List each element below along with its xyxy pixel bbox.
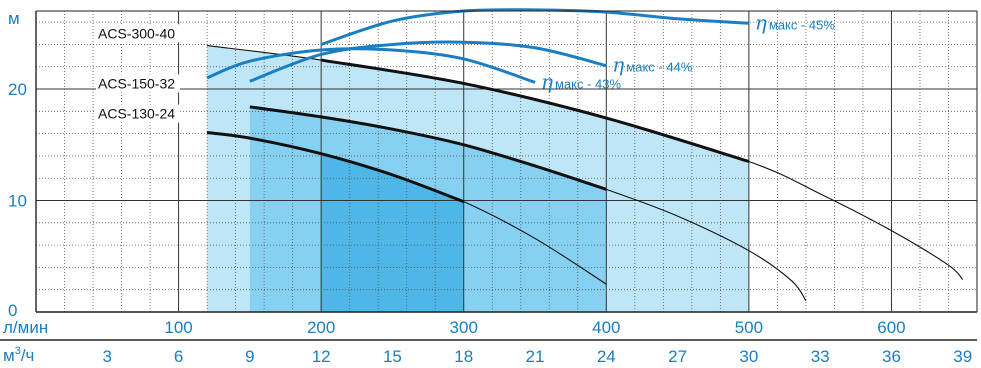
x2-tick-label: 24 xyxy=(597,347,616,366)
series-labels: ACS-300-40 ACS-150-32 ACS-130-24 xyxy=(96,24,180,123)
zone-2 xyxy=(321,153,464,312)
x-tick-label: 200 xyxy=(307,318,335,337)
curve-bold-ACS-130-24 xyxy=(206,131,465,204)
x-tick-label: 300 xyxy=(450,318,478,337)
x-tick-label: 500 xyxy=(735,318,763,337)
x2-tick-label: 39 xyxy=(953,347,972,366)
series-label-bg xyxy=(96,24,180,43)
x2-tick-label: 33 xyxy=(811,347,830,366)
x2-tick-label: 9 xyxy=(245,347,254,366)
curve-bold-ACS-150-32 xyxy=(249,105,607,191)
efficiency-label-ACS-150-32: η макс - 44% xyxy=(612,53,692,77)
efficiency-ACS-150-32 xyxy=(249,40,607,83)
x2-tick-label: 27 xyxy=(668,347,687,366)
x-tick-label: 600 xyxy=(877,318,905,337)
series-label: ACS-300-40 xyxy=(98,25,175,41)
x2-tick-label: 6 xyxy=(174,347,183,366)
y-tick-label: 20 xyxy=(8,80,27,99)
leader-ACS-150-32 xyxy=(50,83,100,91)
x-tick-label: 100 xyxy=(164,318,192,337)
x-axis-label-flow: л/мин xyxy=(3,318,48,337)
x2-tick-label: 3 xyxy=(103,347,112,366)
x2-tick-label: 21 xyxy=(526,347,545,366)
y-tick-label: 0 xyxy=(8,301,17,320)
y-tick-label: 10 xyxy=(8,192,27,211)
leader-ACS-300-40 xyxy=(50,33,100,37)
grid xyxy=(36,11,977,312)
efficiency-curves: η макс - 45% η макс - 44%η макс - 43% xyxy=(206,8,835,93)
series-label: ACS-130-24 xyxy=(98,106,175,122)
x2-tick-label: 12 xyxy=(312,347,331,366)
efficiency-ACS-300-40 xyxy=(320,8,749,46)
axes-frame xyxy=(0,10,978,341)
x2-tick-label: 18 xyxy=(454,347,473,366)
leader-ACS-130-24 xyxy=(50,114,100,121)
series-label-bg xyxy=(96,74,180,93)
efficiency-ACS-130-24 xyxy=(206,47,536,84)
y-axis-label: м xyxy=(8,9,20,28)
series-label: ACS-150-32 xyxy=(98,75,175,91)
curve-bold-ACS-300-40 xyxy=(320,58,750,163)
pump-curves xyxy=(50,33,964,302)
efficiency-label-ACS-130-24: η макс - 43% xyxy=(541,69,621,93)
x-axis-label-volume: м3/ч xyxy=(3,345,34,365)
x2-tick-label: 30 xyxy=(739,347,758,366)
x-tick-label: 400 xyxy=(592,318,620,337)
series-label-bg xyxy=(96,104,180,123)
x2-tick-label: 15 xyxy=(383,347,402,366)
x2-tick-label: 36 xyxy=(882,347,901,366)
efficiency-label-ACS-300-40: η макс - 45% xyxy=(755,10,835,34)
